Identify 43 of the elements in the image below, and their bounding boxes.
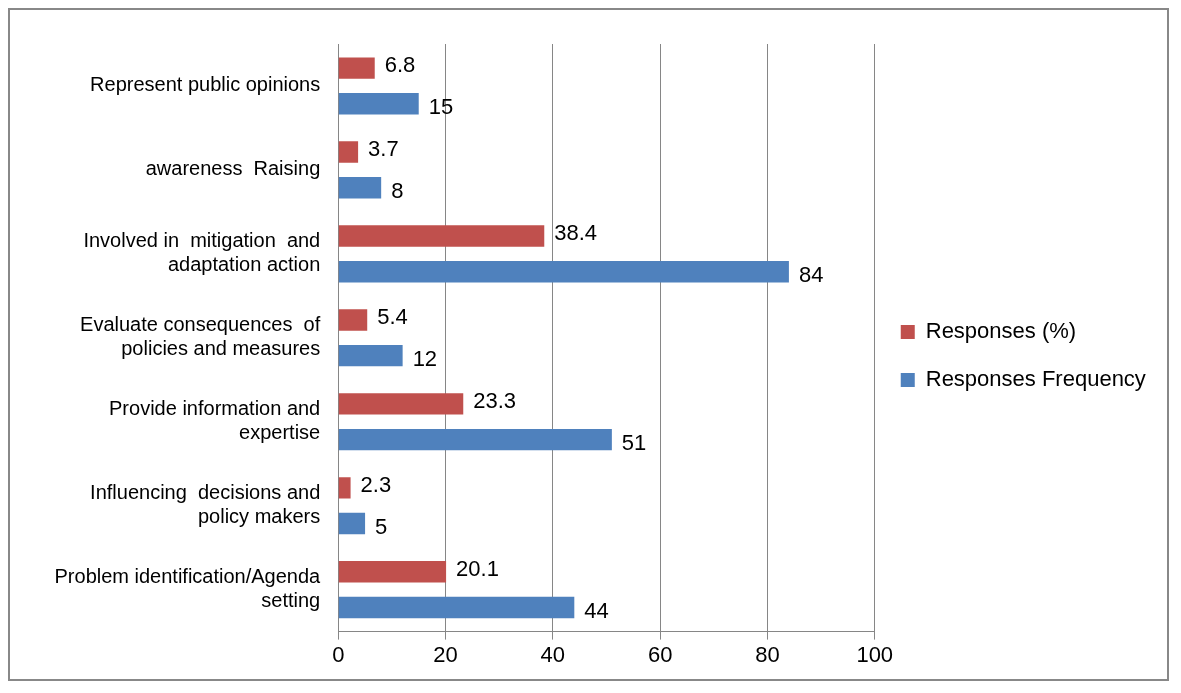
data-label: 23.3 bbox=[473, 387, 517, 413]
data-label: 5 bbox=[375, 513, 388, 539]
y-tick-label: Represent public opinions bbox=[90, 73, 321, 96]
data-label: 8 bbox=[391, 177, 404, 203]
y-tick-label: Influencing decisions and policy makers bbox=[90, 481, 321, 528]
bar bbox=[338, 260, 789, 283]
bar bbox=[338, 393, 464, 415]
bar bbox=[338, 428, 612, 451]
bar bbox=[338, 57, 375, 79]
y-tick-label: awareness Raising bbox=[145, 157, 321, 180]
bar bbox=[338, 93, 419, 115]
x-tick-label: 60 bbox=[647, 641, 673, 667]
bar bbox=[338, 344, 403, 367]
bar bbox=[338, 141, 359, 163]
x-tick-label: 100 bbox=[856, 641, 894, 667]
x-tick-label: 20 bbox=[433, 641, 458, 667]
legend-label: Responses (%) bbox=[925, 318, 1077, 344]
x-tick-label: 80 bbox=[755, 641, 780, 667]
bar bbox=[338, 596, 575, 619]
y-tick-label: Evaluate consequences of policies and measures bbox=[80, 313, 321, 360]
data-label: 44 bbox=[584, 597, 609, 623]
bar bbox=[338, 309, 368, 331]
data-label: 3.7 bbox=[368, 136, 399, 162]
y-tick-label: Problem identification/Agenda setting bbox=[54, 565, 322, 612]
bar bbox=[338, 512, 366, 535]
data-label: 5.4 bbox=[377, 304, 408, 330]
data-label: 6.8 bbox=[384, 52, 416, 78]
legend-label: Responses Frequency bbox=[925, 366, 1146, 392]
data-label: 51 bbox=[621, 429, 647, 455]
bar bbox=[338, 225, 545, 247]
bar bbox=[338, 177, 382, 199]
x-tick-label: 40 bbox=[540, 641, 566, 667]
y-tick-label: Provide information and expertise bbox=[109, 397, 321, 444]
data-label: 12 bbox=[412, 345, 438, 371]
data-label: 15 bbox=[428, 93, 454, 119]
x-tick-label: 0 bbox=[332, 641, 345, 667]
bar bbox=[338, 477, 351, 499]
bar bbox=[338, 561, 447, 583]
data-label: 84 bbox=[798, 261, 824, 287]
y-tick-label: Involved in mitigation and adaptation action bbox=[83, 229, 321, 276]
data-label: 38.4 bbox=[554, 220, 598, 246]
data-label: 20.1 bbox=[456, 555, 499, 581]
data-label: 2.3 bbox=[360, 471, 392, 497]
